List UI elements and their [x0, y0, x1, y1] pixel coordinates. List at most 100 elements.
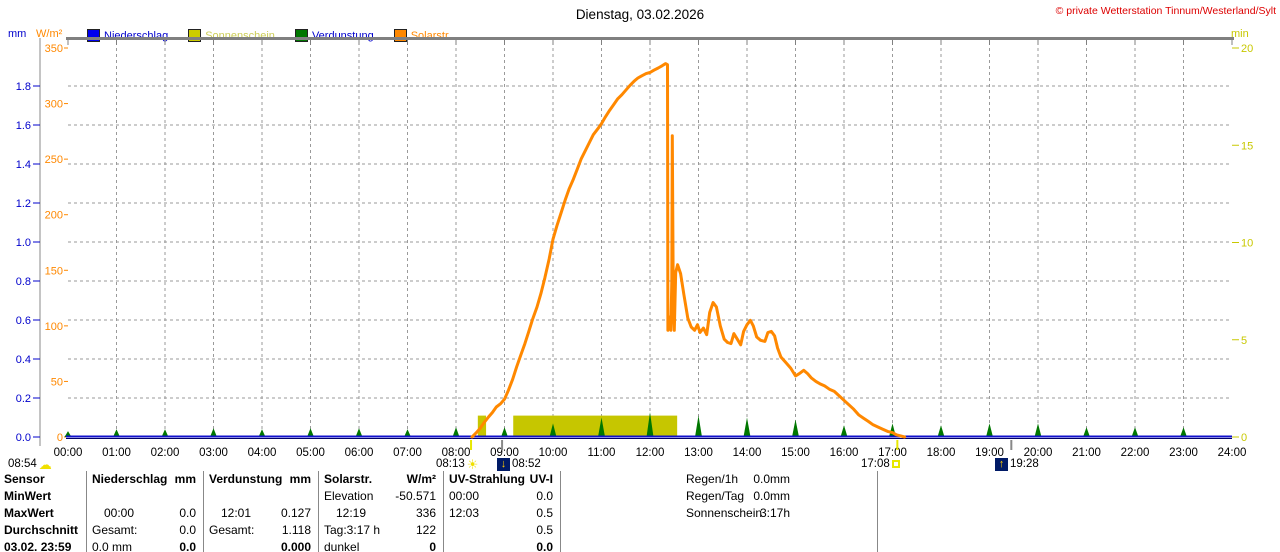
evaporation-spike	[1131, 427, 1139, 437]
hour-label: 10:00	[539, 447, 568, 459]
table-cell-value: 0.127	[280, 506, 311, 520]
plot-top-border	[66, 37, 1234, 45]
astro-marker-0854: 08:54 ☁	[8, 457, 52, 471]
wm2-tick-label: 100	[45, 321, 63, 333]
evaporation-spike	[1034, 423, 1042, 437]
sunrise-icon: ☀	[466, 456, 479, 472]
table-cell-label: Gesamt:	[209, 523, 255, 537]
table-cell-label: 0.0 mm	[92, 540, 133, 552]
page-title: Dienstag, 03.02.2026	[575, 7, 705, 22]
table-col-unit: W/m²	[406, 472, 436, 486]
hour-label: 07:00	[393, 447, 422, 459]
table-col-header: Solarstr.	[324, 472, 373, 486]
hour-label: 02:00	[151, 447, 180, 459]
hour-label: 00:00	[54, 447, 83, 459]
astro-marker-time: 08:54	[8, 458, 37, 470]
wm2-tick-label: 250	[45, 154, 63, 166]
evaporation-spike	[598, 417, 605, 437]
wm2-tick-label: 150	[45, 265, 63, 277]
table-cell-value: 0.0	[179, 506, 196, 520]
table-row-label: Durchschnitt	[4, 523, 79, 537]
astro-marker-0813: 08:13 ☀	[436, 457, 478, 471]
mm-tick-label: 1.4	[16, 159, 31, 171]
table-col-unit: mm	[289, 472, 311, 486]
table-cell-label: Gesamt:	[92, 523, 138, 537]
astro-marker-time: 17:08	[861, 458, 890, 470]
hour-label: 19:00	[975, 447, 1004, 459]
table-col-header: Verdunstung	[209, 472, 283, 486]
min-tick-label: 15	[1241, 140, 1253, 152]
table-cell-value: 0.0	[179, 540, 196, 552]
min-tick-label: 0	[1241, 432, 1247, 444]
summary-label: Regen/1h	[686, 472, 739, 486]
evaporation-spike	[840, 425, 848, 437]
evaporation-spike	[695, 415, 702, 437]
table-cell-value: 122	[415, 523, 436, 537]
evaporation-spike	[258, 429, 266, 437]
evaporation-spike	[501, 427, 508, 437]
table-divider	[560, 471, 561, 552]
evaporation-spike	[549, 423, 557, 437]
table-cell-label: 12:03	[449, 506, 480, 520]
summary-value: 0.0mm	[753, 472, 790, 486]
top-border	[66, 37, 1234, 40]
astro-marker-time: 08:13	[436, 458, 465, 470]
table-cell-value: 0	[429, 540, 436, 552]
mm-tick-label: 0.0	[16, 432, 31, 444]
evaporation-spike	[646, 412, 654, 437]
table-row-label: MinWert	[4, 489, 52, 503]
chart-plot-area: 0.00.20.40.60.81.01.21.41.61.80501001502…	[16, 37, 1253, 459]
evaporation-spike	[792, 419, 799, 437]
summary-label: Regen/Tag	[686, 489, 745, 503]
evaporation-spike	[307, 428, 314, 437]
table-cell-value: 1.118	[281, 523, 311, 537]
wm2-tick-label: 200	[45, 210, 63, 222]
mm-tick-label: 1.2	[16, 198, 31, 210]
hour-label: 12:00	[636, 447, 665, 459]
hour-label: 01:00	[102, 447, 131, 459]
hour-label: 06:00	[345, 447, 374, 459]
table-cell-label: Tag:3:17 h	[324, 523, 381, 537]
left-axis-unit-wm2: W/m²	[36, 28, 63, 40]
hour-label: 24:00	[1218, 447, 1247, 459]
hour-label: 21:00	[1072, 447, 1101, 459]
table-divider	[443, 471, 444, 552]
table-cell-value: 0.0	[179, 523, 196, 537]
hour-label: 18:00	[927, 447, 956, 459]
mm-tick-label: 0.6	[16, 315, 31, 327]
astro-marker-0852: ↓ 08:52	[497, 457, 541, 471]
table-divider	[203, 471, 204, 552]
mm-axis-ticks: 0.0 0.2 0.4 0.6 0.8 1.0 1.2 1.4 1.6 1.8	[16, 81, 40, 444]
mm-tick-label: 1.0	[16, 237, 31, 249]
table-cell-value: -50.571	[395, 489, 436, 503]
table-cell-label: dunkel	[324, 540, 360, 552]
table-cell-label: Elevation	[324, 489, 374, 503]
mm-tick-label: 1.6	[16, 120, 31, 132]
min-axis-ticks: 0 5 10 15 20	[1232, 43, 1253, 444]
astro-marker-1928: ↑ 19:28	[995, 457, 1039, 471]
summary-value: 0.0mm	[753, 489, 790, 503]
hour-axis-labels: 00:00 01:00 02:00 03:00 04:00 05:00 06:00 07:00…	[54, 447, 1247, 459]
hour-label: 03:00	[199, 447, 228, 459]
table-col-header: Niederschlag	[92, 472, 168, 486]
table-cell-label: 00:00	[449, 489, 480, 503]
astro-marker-time: 08:52	[512, 458, 541, 470]
min-tick-label: 10	[1241, 238, 1253, 250]
sunset-icon	[891, 460, 900, 468]
hour-label: 16:00	[830, 447, 859, 459]
left-axis-unit-mm: mm	[8, 28, 27, 40]
evaporation-spike	[210, 428, 217, 437]
evaporation-spike	[113, 429, 120, 437]
table-cell-value: 0.5	[536, 506, 553, 520]
hour-label: 22:00	[1121, 447, 1150, 459]
table-cell-label: 12:01	[221, 506, 252, 520]
evaporation-spike	[161, 429, 169, 437]
copyright-notice: © private Wetterstation Tinnum/Westerlan…	[1055, 5, 1276, 17]
event-ticks	[470, 440, 1013, 450]
hour-label: 15:00	[781, 447, 810, 459]
wm2-axis-ticks: 0 50 100 150 200 250 300 350	[45, 43, 68, 444]
evaporation-spike	[937, 425, 945, 437]
mm-tick-label: 0.2	[16, 393, 31, 405]
hour-label: 14:00	[733, 447, 762, 459]
